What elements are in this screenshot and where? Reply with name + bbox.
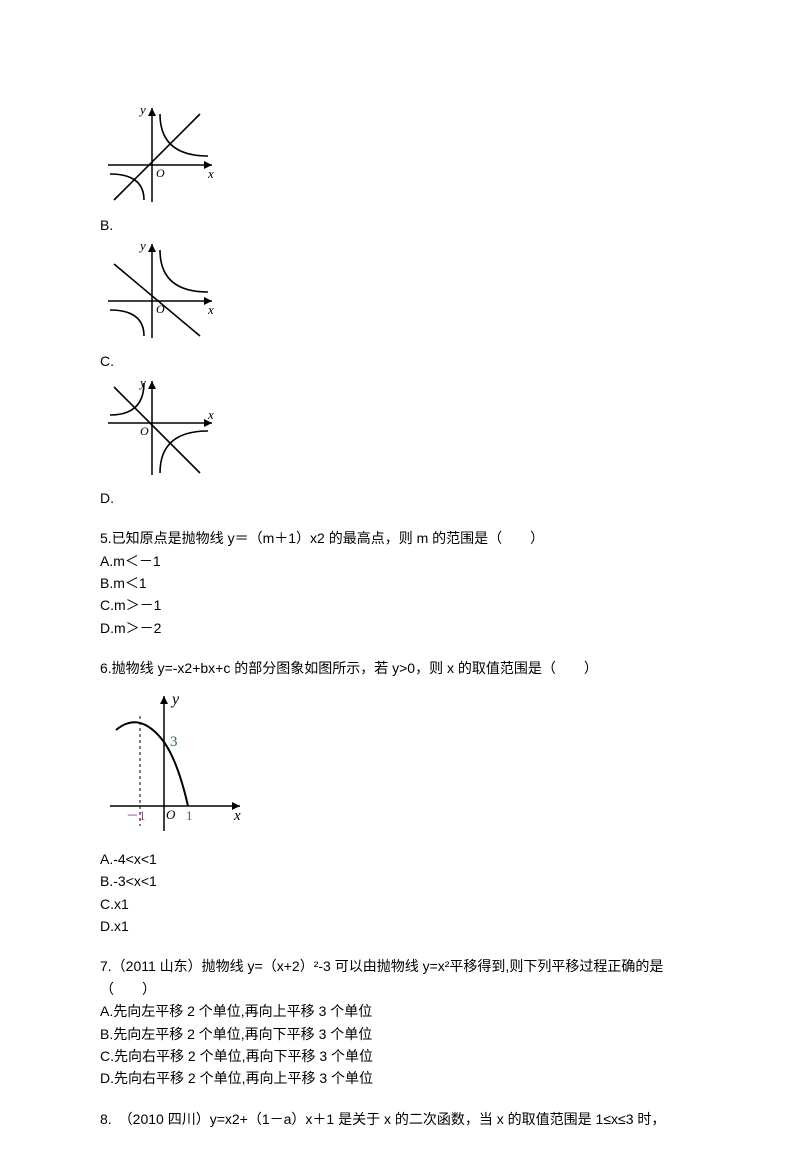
q6-opt-b: B.-3<x<1	[100, 870, 700, 892]
svg-text:－1: －1	[126, 808, 146, 823]
svg-text:x: x	[207, 302, 214, 317]
q6-opt-a: A.-4<x<1	[100, 848, 700, 870]
q7-opt-c: C.先向右平移 2 个单位,再向下平移 3 个单位	[100, 1045, 700, 1067]
question-6: 6.抛物线 y=-x2+bx+c 的部分图象如图所示，若 y>0，则 x 的取值…	[100, 657, 700, 937]
svg-text:1: 1	[186, 808, 193, 823]
svg-text:y: y	[138, 375, 146, 390]
q8-text: 8. （2010 四川）y=x2+（1－a）x＋1 是关于 x 的二次函数，当 …	[100, 1108, 700, 1130]
graph-option-d: x y O	[100, 373, 700, 483]
graph-d-svg: x y O	[100, 373, 220, 483]
q6-opt-d: D.x1	[100, 915, 700, 937]
svg-text:O: O	[166, 807, 176, 822]
q5-opt-b: B.m＜1	[100, 572, 700, 594]
page-content: x y O B. x y O C.	[0, 0, 800, 1174]
q7-opt-d: D.先向右平移 2 个单位,再向上平移 3 个单位	[100, 1067, 700, 1089]
label-c: C.	[100, 350, 700, 372]
q7-opt-b: B.先向左平移 2 个单位,再向下平移 3 个单位	[100, 1023, 700, 1045]
svg-text:O: O	[156, 302, 165, 316]
graph-b-svg: x y O	[100, 100, 220, 210]
q7-opt-a: A.先向左平移 2 个单位,再向上平移 3 个单位	[100, 1000, 700, 1022]
question-7: 7.（2011 山东）抛物线 y=（x+2）²-3 可以由抛物线 y=x²平移得…	[100, 955, 700, 1089]
svg-text:y: y	[138, 238, 146, 253]
graph-option-c: x y O	[100, 236, 700, 346]
question-8: 8. （2010 四川）y=x2+（1－a）x＋1 是关于 x 的二次函数，当 …	[100, 1108, 700, 1130]
graph-option-b: x y O	[100, 100, 700, 210]
svg-text:O: O	[140, 424, 149, 438]
svg-text:x: x	[233, 808, 241, 824]
svg-text:y: y	[138, 102, 146, 117]
svg-text:x: x	[207, 407, 214, 422]
svg-text:x: x	[207, 166, 214, 181]
q6-text: 6.抛物线 y=-x2+bx+c 的部分图象如图所示，若 y>0，则 x 的取值…	[100, 657, 700, 679]
label-d: D.	[100, 487, 700, 509]
q5-text: 5.已知原点是抛物线 y＝（m＋1）x2 的最高点，则 m 的范围是（ ）	[100, 527, 700, 549]
graph-c-svg: x y O	[100, 236, 220, 346]
q7-text: 7.（2011 山东）抛物线 y=（x+2）²-3 可以由抛物线 y=x²平移得…	[100, 955, 700, 1000]
q6-svg: x y O 3 －1 1	[100, 686, 250, 836]
q5-opt-a: A.m＜－1	[100, 550, 700, 572]
q6-opt-c: C.x1	[100, 893, 700, 915]
q5-opt-d: D.m＞－2	[100, 617, 700, 639]
q5-opt-c: C.m＞－1	[100, 594, 700, 616]
svg-text:O: O	[156, 166, 165, 180]
svg-text:y: y	[170, 691, 180, 708]
q6-figure: x y O 3 －1 1	[100, 686, 700, 842]
svg-text:3: 3	[170, 734, 178, 750]
question-5: 5.已知原点是抛物线 y＝（m＋1）x2 的最高点，则 m 的范围是（ ） A.…	[100, 527, 700, 639]
label-b: B.	[100, 214, 700, 236]
